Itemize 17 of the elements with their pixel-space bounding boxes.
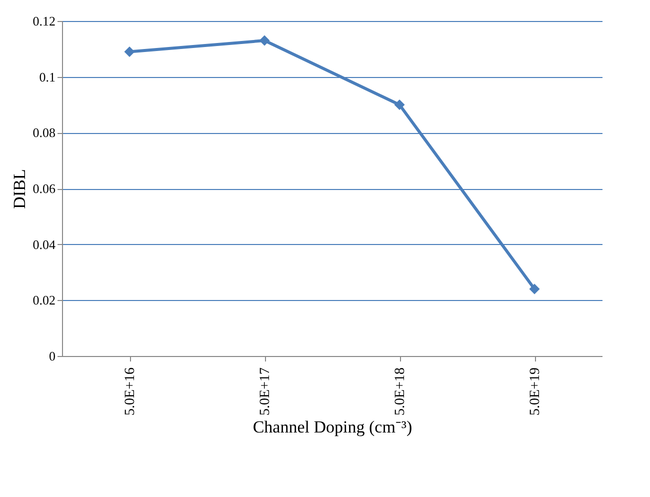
y-tick-label: 0.04 (32, 236, 56, 252)
x-axis-title: Channel Doping (cm⁻³) (252, 417, 412, 436)
point (259, 35, 270, 46)
x-tick-label: 5.0E+16 (123, 368, 138, 416)
y-tick-label: 0.06 (32, 181, 56, 196)
y-tick-label: 0.02 (32, 292, 56, 308)
y-tick-label: 0.08 (32, 125, 56, 140)
point (529, 284, 540, 294)
x-tick-label: 5.0E+17 (258, 368, 273, 416)
y-axis-title: DIBL (10, 169, 29, 209)
point (124, 46, 135, 57)
point (394, 100, 405, 110)
y-tick-label: 0 (49, 348, 56, 364)
x-tick-label: 5.0E+19 (528, 368, 543, 416)
x-tick-label: 5.0E+18 (393, 368, 408, 416)
y-tick-label: 0.1 (39, 69, 56, 84)
y-tick-label: 0.12 (32, 14, 56, 28)
